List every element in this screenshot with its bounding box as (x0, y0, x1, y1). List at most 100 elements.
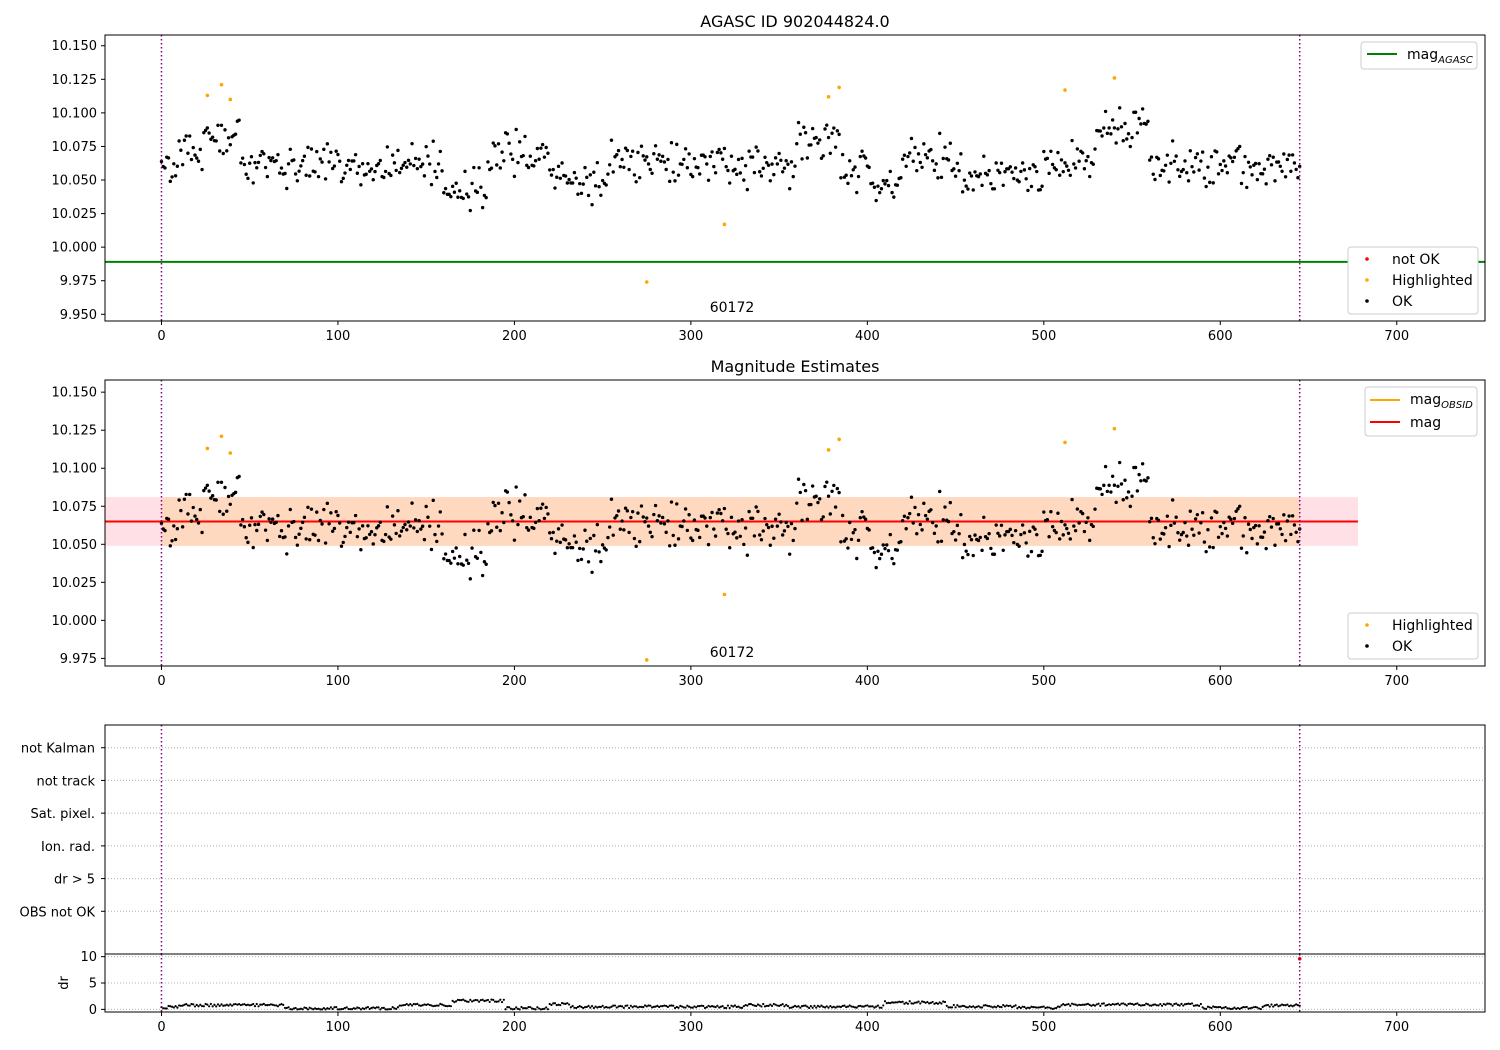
ok-point (713, 534, 718, 538)
ok-point (722, 506, 727, 511)
dr-point (585, 1005, 588, 1009)
ok-point (1232, 155, 1237, 159)
ok-point (493, 144, 497, 148)
dr-point (1097, 1002, 1100, 1005)
ok-point (555, 175, 559, 179)
dr-point (920, 1000, 924, 1003)
ok-point (1257, 161, 1261, 166)
dr-point (294, 1006, 297, 1010)
x-tick-label: 600 (1208, 329, 1233, 344)
ok-point (339, 179, 344, 184)
ok-point (1206, 528, 1210, 532)
ok-point (532, 164, 536, 168)
highlighted-point (219, 434, 224, 439)
dr-point (319, 1008, 322, 1011)
ok-point (1276, 522, 1281, 526)
ok-point (394, 168, 398, 173)
ok-point (1105, 131, 1110, 136)
ok-point (1012, 176, 1016, 181)
ok-point (592, 170, 596, 174)
ok-point (754, 145, 758, 149)
ok-point (758, 533, 762, 537)
highlighted-point (837, 437, 841, 442)
ok-point (655, 157, 660, 161)
ok-point (1010, 170, 1014, 174)
ok-point (1061, 533, 1065, 537)
dr-point (645, 1005, 648, 1008)
dr-point (707, 1004, 710, 1007)
dr-point (882, 1004, 885, 1007)
dr-point (273, 1004, 276, 1007)
dr-point (968, 1005, 971, 1008)
ok-point (885, 543, 889, 547)
dr-point (663, 1004, 666, 1007)
dr-point (435, 1004, 438, 1007)
ok-point (867, 528, 871, 532)
ok-point (1080, 511, 1085, 516)
dr-point (500, 1000, 504, 1004)
dr-point (195, 1003, 198, 1006)
ok-point (383, 169, 388, 174)
ok-point (420, 162, 425, 166)
dr-point (998, 1005, 1001, 1008)
ok-point (1114, 141, 1118, 145)
ok-point (648, 167, 652, 172)
ok-point (316, 538, 321, 543)
dr-point (352, 1007, 355, 1010)
dr-point (222, 1004, 225, 1007)
ok-point (1225, 171, 1230, 175)
ok-point (747, 509, 751, 514)
ok-point (323, 541, 328, 545)
ok-point (932, 168, 937, 173)
agasc-line-legend: magAGASC (1360, 41, 1478, 70)
dr-point (1254, 1005, 1257, 1009)
ok-point (796, 477, 801, 481)
ok-point (540, 142, 545, 147)
ok-point (1209, 516, 1214, 520)
ok-point (763, 516, 767, 521)
ok-point (214, 498, 218, 502)
dr-point (253, 1005, 257, 1008)
ok-point (1084, 520, 1088, 525)
ok-point (881, 543, 885, 547)
ok-point (968, 534, 972, 539)
ok-point (597, 185, 601, 189)
ok-point (599, 193, 603, 197)
ok-point (1008, 527, 1012, 532)
ok-point (696, 165, 700, 170)
ok-point (916, 152, 921, 156)
ok-point (1170, 139, 1175, 143)
dr-point (1198, 1004, 1201, 1007)
ok-point (848, 159, 852, 163)
legend-highlighted-label: Highlighted (1392, 618, 1473, 634)
ok-point (918, 160, 922, 165)
flag-label: not Kalman (21, 742, 95, 757)
ok-point (1273, 543, 1277, 547)
ok-point (1017, 544, 1021, 548)
dr-point (958, 1005, 961, 1008)
dr-point (1086, 1002, 1090, 1006)
dr-point (568, 1003, 571, 1006)
dr-point (1272, 1005, 1275, 1008)
ok-point (680, 162, 684, 166)
ok-point (1130, 494, 1134, 498)
ok-point (292, 519, 296, 524)
ok-point (789, 521, 794, 526)
ok-point (1022, 168, 1027, 172)
ok-point (908, 151, 912, 155)
y-tick-label: 10.050 (52, 538, 98, 553)
ok-point (466, 195, 471, 199)
ok-point (1109, 132, 1113, 136)
ok-point (475, 190, 480, 195)
ok-point (698, 535, 702, 540)
ok-point (486, 160, 490, 164)
dr-point (439, 1002, 442, 1005)
ok-point (1238, 144, 1242, 149)
dr-point (765, 1004, 768, 1007)
ok-point (646, 524, 651, 528)
ok-point (1230, 159, 1235, 164)
dr-point (266, 1004, 269, 1007)
ok-point (623, 146, 628, 150)
ok-point (600, 543, 605, 547)
ok-point (756, 509, 760, 514)
